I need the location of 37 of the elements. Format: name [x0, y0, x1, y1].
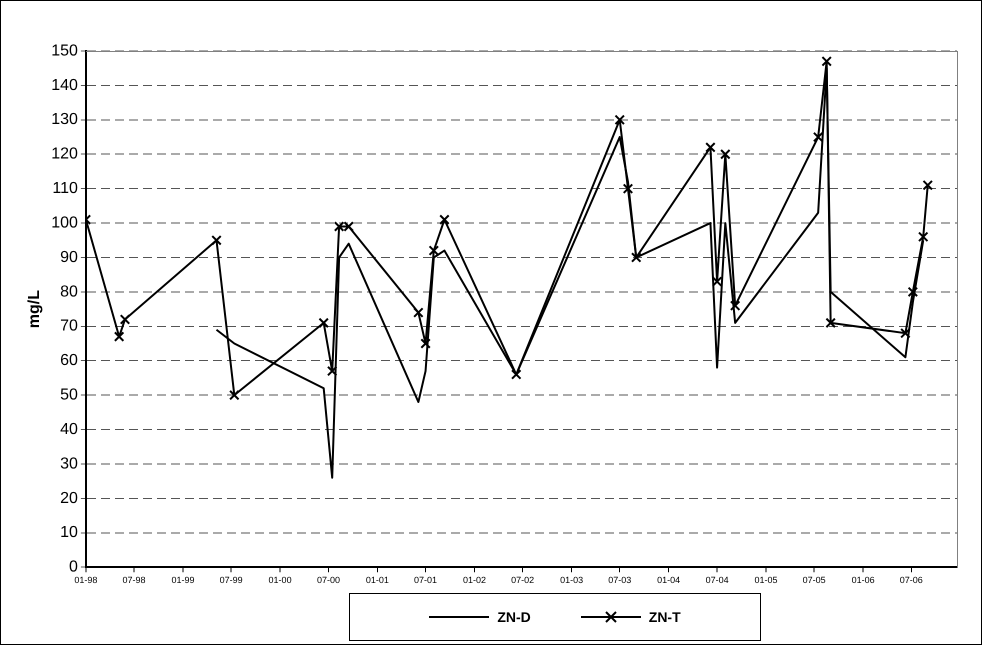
legend-label: ZN-T	[648, 609, 681, 625]
x-tick-label: 07-99	[220, 575, 243, 586]
y-tick-label: 10	[60, 524, 78, 542]
x-tick-label: 01-01	[366, 575, 389, 586]
x-tick-label: 07-05	[802, 575, 826, 586]
x-tick-label: 07-04	[706, 575, 729, 586]
y-tick-label: 150	[51, 42, 78, 60]
legend-label: ZN-D	[497, 609, 531, 625]
x-tick-label: 01-02	[462, 575, 486, 586]
y-tick-label: 140	[51, 76, 78, 94]
y-tick-label: 0	[68, 558, 78, 576]
y-tick-label: 70	[60, 318, 78, 335]
x-tick-label: 07-03	[608, 575, 632, 586]
y-tick-label: 120	[51, 146, 78, 163]
x-tick-label: 01-00	[268, 575, 292, 586]
x-tick-label: 01-99	[171, 575, 194, 586]
y-tick-label: 30	[60, 455, 78, 472]
y-tick-label: 130	[51, 111, 78, 128]
y-axis-title: mg/L	[26, 290, 44, 328]
x-tick-label: 01-03	[560, 575, 584, 586]
x-tick-label: 07-01	[414, 575, 438, 586]
y-tick-label: 110	[52, 180, 78, 198]
x-tick-label: 01-04	[657, 575, 680, 586]
x-tick-label: 07-06	[900, 575, 923, 586]
x-tick-label: 01-06	[852, 575, 875, 586]
x-tick-label: 01-98	[74, 575, 98, 586]
y-tick-label: 90	[60, 248, 78, 266]
y-tick-label: 100	[51, 214, 78, 232]
y-tick-label: 80	[60, 283, 78, 300]
y-tick-label: 20	[60, 490, 78, 507]
x-tick-label: 01-05	[754, 575, 778, 586]
x-tick-label: 07-02	[511, 575, 534, 586]
y-tick-label: 60	[60, 352, 78, 370]
x-tick-label: 07-00	[316, 575, 340, 586]
y-tick-label: 40	[60, 420, 78, 438]
y-tick-label: 50	[60, 386, 78, 404]
x-tick-label: 07-98	[122, 575, 146, 586]
